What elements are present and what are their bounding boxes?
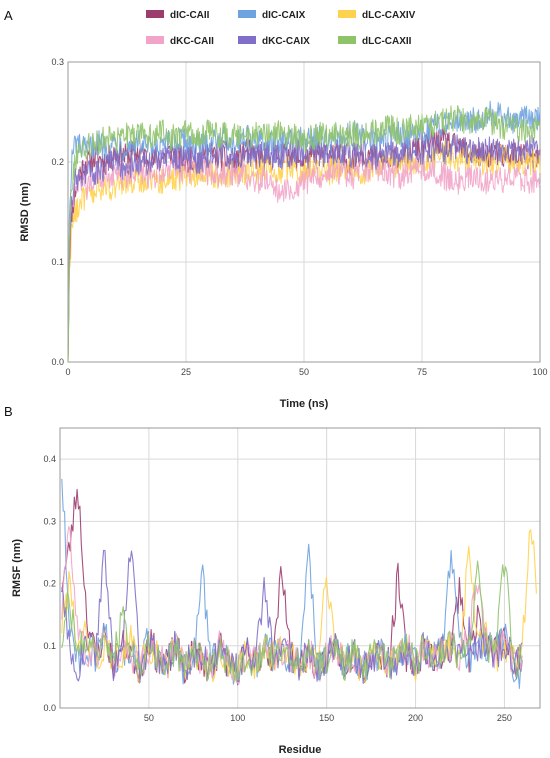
y-tick-label-2: 0.2: [43, 579, 56, 589]
plot-frame: [59, 427, 541, 709]
plot-frame: [67, 61, 541, 363]
y-tick-label-3: 0.3: [51, 57, 64, 67]
legend-swatch-2: [338, 10, 356, 18]
legend-swatch-1: [238, 10, 256, 18]
y-tick-label-0: 0.0: [51, 357, 64, 367]
x-tick-label-2: 150: [319, 713, 334, 723]
series-line-dkc-caix: [67, 134, 541, 363]
y-tick-label-4: 0.4: [43, 454, 56, 464]
x-tick-label-1: 100: [230, 713, 245, 723]
legend-label-3: dKC-CAII: [170, 36, 214, 47]
x-tick-label-0: 50: [144, 713, 154, 723]
series-line-dlc-caxii: [61, 560, 523, 682]
legend-swatch-4: [238, 36, 256, 44]
legend-swatch-5: [338, 36, 356, 44]
legend-swatch-0: [146, 10, 164, 18]
panel-letter-b: B: [4, 404, 13, 419]
x-tick-label-1: 25: [181, 367, 191, 377]
y-axis-title: RMSD (nm): [19, 182, 31, 242]
y-tick-label-1: 0.1: [43, 641, 56, 651]
legend-label-0: dIC-CAII: [170, 10, 210, 21]
y-tick-label-1: 0.1: [51, 257, 64, 267]
x-tick-label-2: 50: [299, 367, 309, 377]
series-line-dlc-caxii: [67, 105, 541, 363]
x-axis-title: Time (ns): [280, 398, 329, 410]
legend-label-5: dLC-CAXII: [362, 36, 412, 47]
y-tick-label-2: 0.2: [51, 157, 64, 167]
legend-label-1: dIC-CAIX: [262, 10, 306, 21]
y-tick-label-0: 0.0: [43, 703, 56, 713]
legend-label-2: dLC-CAXIV: [362, 10, 416, 21]
x-tick-label-0: 0: [65, 367, 70, 377]
legend-label-4: dKC-CAIX: [262, 36, 310, 47]
x-tick-label-4: 250: [497, 713, 512, 723]
rmsf-chart: 50 100 150 200 250 0.0 0.1 0.2 0.3 0.4 Residue RMSF…: [11, 427, 541, 756]
x-tick-label-4: 100: [532, 367, 547, 377]
panel-letter-a: A: [4, 8, 13, 23]
y-axis-title: RMSF (nm): [11, 539, 23, 597]
rmsd-chart: 0 25 50 75 100 0.0 0.1 0.2 0.3 Time (ns) RMSD (nm): [19, 57, 548, 410]
x-axis-title: Residue: [279, 744, 322, 756]
legend: dIC-CAII dIC-CAIX dLC-CAXIV dKC-CAII dKC-CAI…: [146, 10, 416, 47]
legend-swatch-3: [146, 36, 164, 44]
x-tick-label-3: 200: [408, 713, 423, 723]
x-tick-label-3: 75: [417, 367, 427, 377]
y-tick-label-3: 0.3: [43, 516, 56, 526]
